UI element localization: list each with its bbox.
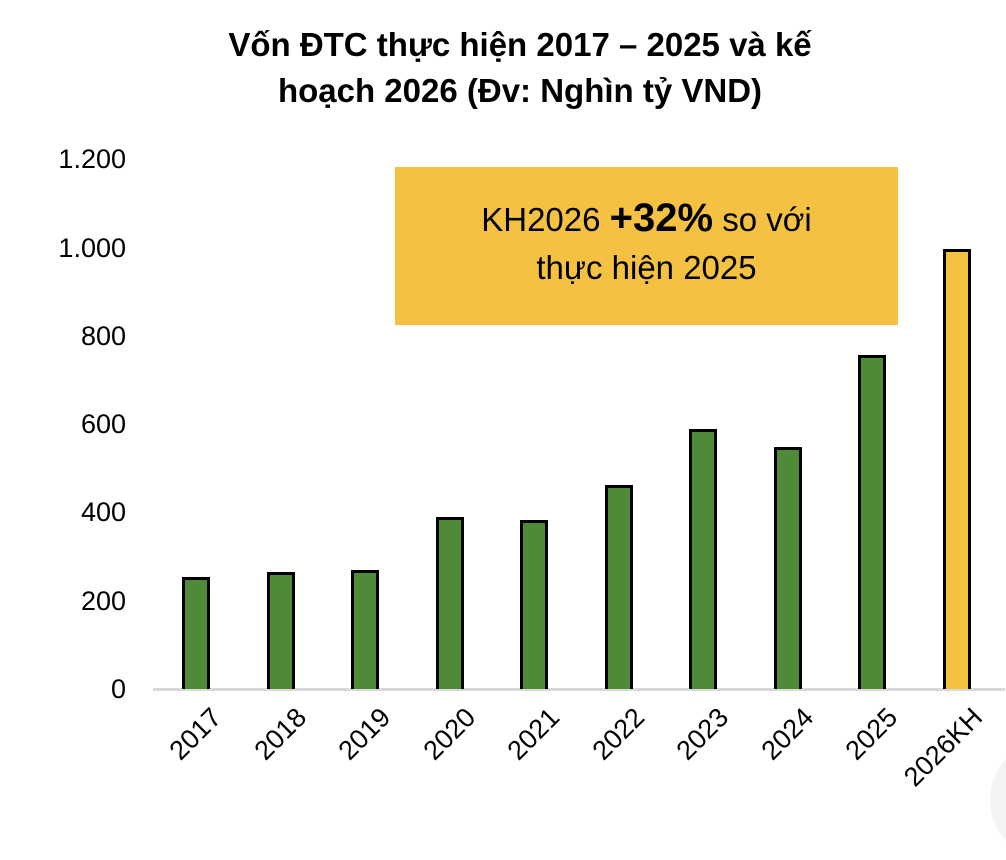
- y-tick-label: 400: [80, 497, 126, 528]
- decorative-shadow-shape: [990, 740, 1006, 860]
- bar-2024: [773, 447, 802, 689]
- x-axis-line: [153, 688, 1005, 691]
- y-tick-label: 0: [110, 674, 126, 704]
- callout-highlight: +32%: [609, 196, 714, 240]
- callout-suffix: so với: [713, 201, 812, 238]
- y-tick-label: 1.200: [58, 144, 126, 175]
- y-tick-label: 800: [80, 320, 126, 351]
- y-tick-label: 600: [80, 409, 126, 440]
- callout-line1: KH2026 +32% so với: [395, 194, 898, 244]
- y-tick-label: 1.000: [58, 232, 126, 263]
- bar-2017: [182, 576, 210, 689]
- bar-2022: [604, 485, 633, 689]
- chart-title: Vốn ĐTC thực hiện 2017 – 2025 và kế hoạc…: [120, 22, 920, 114]
- bar-2025: [858, 355, 886, 689]
- callout-prefix: KH2026: [481, 201, 610, 238]
- y-tick-label: 200: [80, 585, 126, 616]
- bar-2023: [689, 428, 717, 689]
- chart-title-line1: Vốn ĐTC thực hiện 2017 – 2025 và kế: [228, 26, 812, 63]
- callout-line2: thực hiện 2025: [536, 249, 757, 286]
- chart-title-line2: hoạch 2026 (Đv: Nghìn tỷ VND): [277, 72, 763, 109]
- bar-2018: [266, 572, 295, 689]
- bar-2021: [520, 519, 548, 689]
- bar-2019: [351, 569, 379, 689]
- growth-callout: KH2026 +32% so với thực hiện 2025: [395, 167, 898, 325]
- bar-2026KH: [942, 248, 971, 689]
- bar-2020: [435, 516, 464, 689]
